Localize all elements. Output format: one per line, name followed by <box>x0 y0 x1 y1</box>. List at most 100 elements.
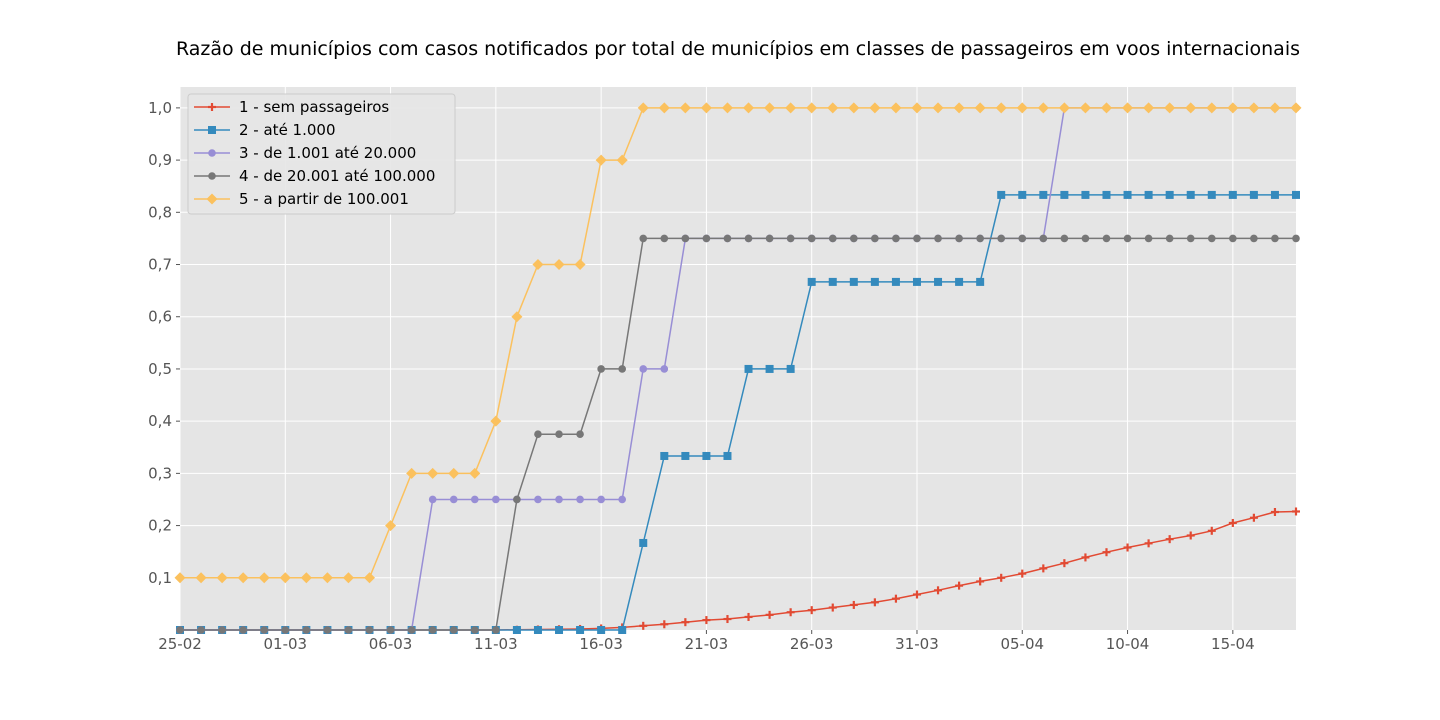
y-tick-label: 0,3 <box>148 464 172 482</box>
x-tick-label: 31-03 <box>895 635 939 653</box>
data-point <box>470 626 479 634</box>
data-point <box>469 467 481 479</box>
data-point <box>597 495 605 504</box>
data-point <box>891 277 900 286</box>
data-point <box>260 626 269 634</box>
data-point <box>1269 102 1281 114</box>
data-point <box>492 495 500 504</box>
data-point <box>1270 190 1279 199</box>
data-point <box>700 102 712 114</box>
data-point <box>1081 190 1090 199</box>
legend-item: 2 - até 1.000 <box>194 121 336 139</box>
data-point <box>764 102 776 114</box>
data-point <box>744 364 753 373</box>
data-point <box>934 234 942 243</box>
data-point <box>1228 190 1237 199</box>
data-point <box>534 430 542 439</box>
data-point <box>1123 190 1132 199</box>
y-tick-label: 0,9 <box>148 151 172 169</box>
data-point <box>639 621 648 630</box>
data-point <box>934 277 943 286</box>
data-point <box>765 364 774 373</box>
series-group <box>174 102 1302 634</box>
data-point <box>1060 559 1069 568</box>
y-tick-label: 0,5 <box>148 360 172 378</box>
data-point <box>681 234 690 243</box>
data-point <box>449 495 458 504</box>
data-point <box>1207 234 1216 243</box>
data-point <box>1018 190 1027 199</box>
data-point <box>1122 102 1134 114</box>
data-point <box>744 234 753 243</box>
data-point <box>912 277 921 286</box>
data-point <box>765 610 774 619</box>
legend-swatch-marker <box>208 126 216 134</box>
data-point <box>828 234 837 243</box>
data-point <box>995 102 1007 114</box>
data-point <box>512 626 521 634</box>
data-point <box>997 573 1006 582</box>
data-point <box>849 277 858 286</box>
data-point <box>997 234 1006 243</box>
data-point <box>174 572 186 584</box>
data-point <box>850 234 858 243</box>
data-point <box>428 495 437 504</box>
data-point <box>176 626 184 634</box>
data-point <box>1060 234 1069 243</box>
data-point <box>702 616 711 625</box>
data-point <box>848 102 860 114</box>
data-point <box>723 234 732 243</box>
data-point <box>574 259 586 271</box>
x-tick-label: 21-03 <box>685 635 729 653</box>
x-tick-label: 06-03 <box>369 635 413 653</box>
legend-box <box>187 93 456 215</box>
data-point <box>365 626 374 634</box>
data-point <box>639 538 648 547</box>
data-point <box>618 495 626 504</box>
data-point <box>1186 531 1195 540</box>
data-point <box>1186 234 1195 243</box>
data-point <box>1018 234 1027 243</box>
axes: 0,1 0,2 0,3 0,4 0,5 0,6 0,7 0,8 0,9 1,0 25-02 01-03… <box>148 99 1254 653</box>
data-point <box>427 467 439 479</box>
y-tick-label: 0,2 <box>148 517 172 535</box>
data-point <box>785 102 797 114</box>
data-point <box>1249 513 1258 522</box>
data-point <box>892 234 900 243</box>
y-tick-label: 0,1 <box>148 569 172 587</box>
data-point <box>955 234 963 243</box>
legend-item: 5 - a partir de 100.001 <box>194 190 409 208</box>
data-point <box>321 572 333 584</box>
data-point <box>1123 543 1132 552</box>
data-point <box>492 626 500 634</box>
data-point <box>912 590 921 599</box>
data-point <box>807 606 816 615</box>
chart-title: Razão de municípios com casos notificado… <box>175 38 1300 60</box>
y-tick-label: 0,6 <box>148 308 172 326</box>
data-point <box>890 102 902 114</box>
y-tick-label: 0,8 <box>148 203 172 221</box>
data-point <box>1102 234 1111 243</box>
data-point <box>911 102 923 114</box>
data-point <box>723 451 732 460</box>
data-point <box>197 626 205 634</box>
data-point <box>1018 569 1027 578</box>
data-point <box>470 495 479 504</box>
data-point <box>1207 526 1216 535</box>
legend-item: 3 - de 1.001 até 20.000 <box>194 144 416 162</box>
data-point <box>807 234 816 243</box>
data-point <box>1185 102 1197 114</box>
data-point <box>639 234 648 243</box>
data-point <box>1250 234 1258 243</box>
data-point <box>1290 102 1302 114</box>
data-point <box>534 495 542 504</box>
data-point <box>1165 535 1174 544</box>
y-tick-label: 0,7 <box>148 256 172 274</box>
data-point <box>786 234 795 243</box>
data-point <box>1229 234 1237 243</box>
data-point <box>555 495 563 504</box>
data-point <box>1144 234 1153 243</box>
data-point <box>849 600 858 609</box>
data-point <box>1039 564 1048 573</box>
